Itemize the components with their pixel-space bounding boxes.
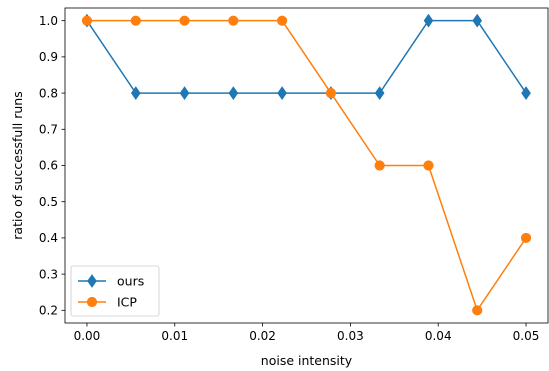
y-tick-label: 0.4: [39, 231, 58, 245]
data-point-icp: [179, 15, 190, 26]
legend-box: [70, 265, 160, 317]
legend-marker-ours: [87, 274, 97, 288]
y-tick-label: 0.3: [39, 267, 58, 281]
series-line-icp: [86, 19, 527, 312]
data-point-ours: [179, 86, 190, 100]
y-tick-label: 0.6: [39, 159, 58, 173]
x-axis-ticks: 0.00 0.01 0.02 0.03 0.04 0.05: [74, 323, 540, 343]
x-tick-label: 0.05: [513, 329, 540, 343]
legend-label-icp: ICP: [117, 295, 137, 310]
x-tick-label: 0.00: [74, 329, 101, 343]
y-tick-label: 0.5: [39, 195, 58, 209]
y-tick-label: 0.2: [39, 304, 58, 318]
x-tick-label: 0.04: [425, 329, 452, 343]
data-point-ours: [423, 13, 434, 28]
legend-label-ours: ours: [117, 274, 144, 289]
data-point-icp: [81, 15, 93, 26]
data-point-icp: [520, 232, 532, 244]
x-tick-label: 0.03: [337, 329, 364, 343]
y-tick-label: 1.0: [39, 14, 58, 28]
data-point-icp: [472, 305, 483, 316]
data-point-icp: [325, 87, 337, 99]
y-tick-label: 0.7: [39, 122, 58, 136]
data-point-icp: [130, 15, 141, 26]
y-tick-label: 0.9: [39, 50, 58, 64]
data-point-icp: [228, 15, 239, 26]
x-axis-label: noise intensity: [261, 353, 353, 368]
data-point-icp: [374, 160, 385, 171]
y-tick-label: 0.8: [39, 86, 58, 100]
data-point-ours: [277, 86, 287, 100]
plot-marks: [81, 13, 532, 316]
data-point-ours: [521, 86, 531, 100]
data-point-icp: [276, 15, 288, 26]
series-line-ours: [86, 19, 527, 94]
legend-marker-icp: [86, 296, 98, 308]
data-point-icp: [423, 160, 434, 171]
x-tick-label: 0.01: [161, 329, 188, 343]
x-tick-label: 0.02: [249, 329, 276, 343]
data-point-ours: [374, 86, 385, 100]
data-point-ours: [472, 13, 483, 28]
data-point-ours: [130, 86, 141, 100]
legend: ours ICP: [70, 265, 160, 317]
y-axis-ticks: 0.2 0.3 0.4 0.5 0.6 0.7 0.8 0.9 1.0: [39, 14, 65, 318]
data-point-ours: [228, 86, 239, 100]
y-axis-label: ratio of successfull runs: [10, 91, 25, 239]
